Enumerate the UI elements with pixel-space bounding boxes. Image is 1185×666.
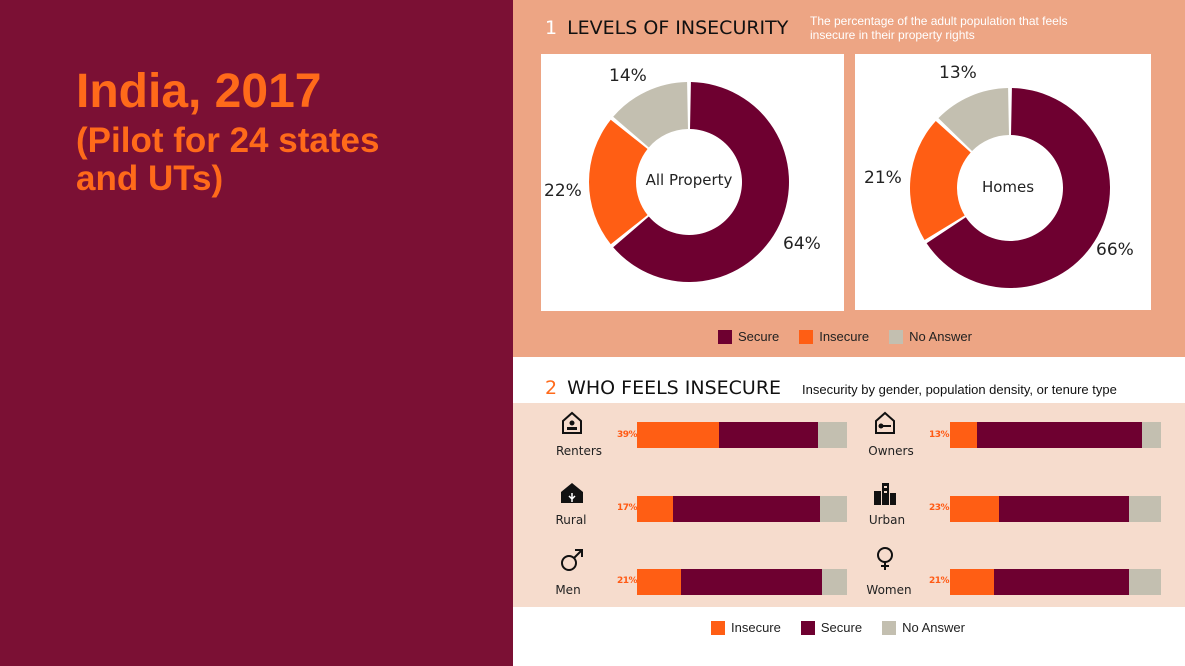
donut-homes-insecure-label: 21% [864, 168, 902, 188]
bar-segment-secure [994, 569, 1130, 595]
bar-segment-insecure [637, 422, 719, 448]
legend-swatch-insecure [799, 329, 814, 344]
bar-segment-insecure [950, 496, 999, 522]
bar-segment-secure [672, 496, 820, 522]
bar-segment-insecure [637, 569, 682, 595]
bar-segment-secure [718, 422, 818, 448]
donut-all-property-center-label: All Property [645, 171, 733, 189]
legend2-swatch-insecure [711, 620, 725, 635]
title-line-1: India, 2017 [76, 65, 322, 118]
legend-swatch-no-answer [889, 329, 904, 344]
section1-legend: Secure Insecure No Answer [718, 329, 992, 344]
bar-segment-secure [977, 422, 1142, 448]
donut-slice-insecure [589, 119, 648, 245]
bar-segment-no-answer [1142, 422, 1161, 448]
donut-all-property-no-answer-label: 14% [609, 66, 647, 86]
section-levels-of-insecurity: 1 LEVELS OF INSECURITY The percentage of … [513, 0, 1185, 357]
bar-pct-men: 21% [616, 576, 638, 586]
donut-all-property-insecure-label: 22% [544, 181, 582, 201]
section1-heading-text: LEVELS OF INSECURITY [567, 17, 789, 39]
group-label-men: Men [555, 583, 581, 597]
donut-card-homes: 13% 21% 66% Homes [855, 54, 1151, 310]
legend-label-no-answer: No Answer [909, 329, 972, 344]
infographic-panel: 1 LEVELS OF INSECURITY The percentage of … [513, 0, 1185, 666]
title-line-2: (Pilot for 24 states and UTs) [76, 120, 380, 198]
rural-house-icon [561, 483, 583, 503]
bar-pct-urban: 23% [928, 503, 950, 513]
bar-pct-women: 21% [928, 576, 950, 586]
bar-segment-insecure [950, 569, 995, 595]
donut-all-property-slices [589, 82, 789, 282]
donut-homes-center-label: Homes [981, 178, 1035, 196]
female-symbol-icon [877, 547, 893, 570]
stacked-bar-renters [637, 422, 847, 448]
group-label-owners: Owners [868, 444, 914, 458]
donut-homes-no-answer-label: 13% [939, 63, 977, 83]
bar-segment-insecure [950, 422, 978, 448]
group-label-rural: Rural [555, 513, 587, 527]
stacked-bar-rural [637, 496, 847, 522]
donut-slice-secure [613, 82, 789, 282]
donut-slice-secure [926, 88, 1110, 288]
legend2-label-secure: Secure [820, 620, 863, 635]
legend-swatch-secure [718, 329, 732, 344]
group-label-women: Women [866, 583, 912, 597]
bar-segment-no-answer [819, 496, 847, 522]
stacked-bar-owners [950, 422, 1161, 448]
bar-segment-secure [681, 569, 822, 595]
bar-segment-no-answer [1129, 496, 1161, 522]
stacked-bar-men [637, 569, 847, 595]
section2-description: Insecurity by gender, population density… [802, 382, 1117, 397]
legend2-item-secure: Secure [800, 620, 863, 635]
legend2-item-no-answer: No Answer [882, 620, 965, 635]
section2-legend: Insecure Secure No Answer [711, 620, 985, 635]
donut-chart-all-property [589, 82, 789, 282]
bar-segment-no-answer [821, 569, 847, 595]
legend-label-insecure: Insecure [819, 329, 870, 344]
legend2-label-no-answer: No Answer [902, 620, 965, 635]
donut-card-all-property: 14% 22% 64% All Property [541, 54, 844, 311]
stacked-bar-urban [950, 496, 1161, 522]
legend2-item-insecure: Insecure [711, 620, 781, 635]
donut-chart-homes [910, 88, 1110, 288]
section1-heading: 1 LEVELS OF INSECURITY [545, 17, 788, 39]
donut-slice-insecure [910, 120, 971, 240]
donut-all-property-secure-label: 64% [783, 234, 821, 254]
bar-pct-renters: 39% [616, 430, 638, 440]
legend2-swatch-secure [800, 620, 815, 635]
bar-pct-owners: 13% [928, 430, 950, 440]
legend2-swatch-no-answer [882, 620, 897, 635]
legend2-label-insecure: Insecure [731, 620, 781, 635]
legend-label-secure: Secure [738, 329, 780, 344]
section1-description: The percentage of the adult population t… [810, 14, 1068, 43]
donut-homes-secure-label: 66% [1096, 240, 1134, 260]
owners-key-house-icon [875, 411, 895, 434]
group-label-renters: Renters [555, 444, 603, 458]
stacked-bar-women [950, 569, 1161, 595]
bar-segment-no-answer [817, 422, 847, 448]
bar-segment-secure [998, 496, 1130, 522]
group-label-urban: Urban [868, 513, 906, 527]
donut-homes-slices [910, 88, 1110, 288]
section2-number: 2 [545, 377, 558, 399]
bar-pct-rural: 17% [616, 503, 638, 513]
legend-item-no-answer: No Answer [889, 329, 972, 344]
male-symbol-icon [561, 549, 583, 571]
slide-title: India, 2017 (Pilot for 24 states and UTs… [76, 66, 386, 197]
section2-heading: 2 WHO FEELS INSECURE [545, 377, 781, 399]
legend-item-secure: Secure [718, 329, 779, 344]
bar-segment-insecure [637, 496, 673, 522]
bar-segment-no-answer [1129, 569, 1161, 595]
legend-item-insecure: Insecure [799, 329, 869, 344]
urban-buildings-icon [874, 483, 896, 505]
section2-heading-text: WHO FEELS INSECURE [567, 377, 782, 399]
donut-slice-no-answer [938, 88, 1009, 151]
section1-number: 1 [545, 17, 558, 39]
donut-slice-no-answer [613, 82, 688, 148]
renters-house-icon [562, 411, 582, 434]
